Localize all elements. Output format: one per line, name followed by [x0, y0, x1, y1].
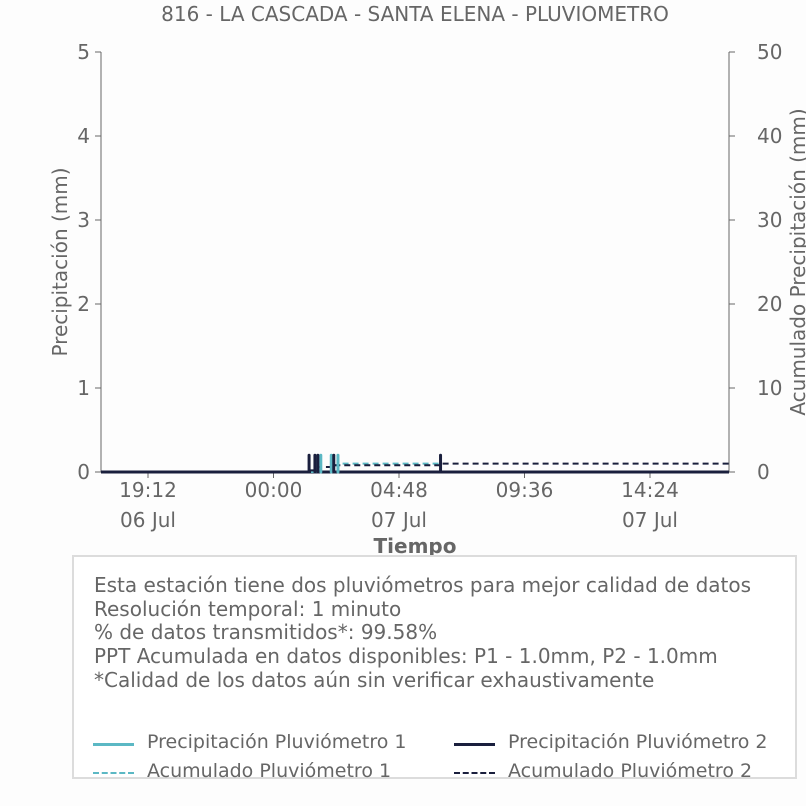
x-tick-date-label: 06 Jul [120, 508, 176, 532]
series-layer [101, 453, 729, 474]
legend-label: Acumulado Pluviómetro 2 [508, 760, 753, 782]
y-left-tick-label: 5 [77, 40, 90, 64]
chart-title: 816 - LA CASCADA - SANTA ELENA - PLUVIOM… [161, 2, 669, 26]
y-right-tick-label: 40 [757, 124, 782, 148]
y-left-tick-label: 0 [77, 460, 90, 484]
x-tick-time-label: 19:12 [119, 478, 177, 502]
y-left-tick-label: 4 [77, 124, 90, 148]
info-line: PPT Acumulada en datos disponibles: P1 -… [94, 644, 718, 669]
y-right-tick-label: 20 [757, 292, 782, 316]
x-tick-time-label: 09:36 [496, 478, 554, 502]
y-left-tick-label: 3 [77, 208, 90, 232]
x-tick-time-label: 14:24 [621, 478, 679, 502]
y-axis-right-label: Acumulado Precipitación (mm) [786, 108, 806, 415]
x-tick-time-label: 00:00 [245, 478, 303, 502]
x-tick-date-label: 07 Jul [371, 508, 427, 532]
info-box: Esta estación tiene dos pluviómetros par… [72, 555, 797, 782]
info-line: % de datos transmitidos*: 99.58% [94, 620, 438, 645]
y-right-tick-label: 0 [757, 460, 770, 484]
info-text: Esta estación tiene dos pluviómetros par… [94, 573, 752, 693]
legend-swatch [454, 743, 495, 746]
legend-label: Precipitación Pluviómetro 2 [508, 731, 768, 753]
info-line: Resolución temporal: 1 minuto [94, 596, 402, 621]
x-tick-time-label: 04:48 [370, 478, 428, 502]
y-left-tick-label: 1 [77, 376, 90, 400]
y-left-tick-label: 2 [77, 292, 90, 316]
y-right-tick-label: 50 [757, 40, 782, 64]
legend-swatch [93, 772, 134, 774]
legend-swatch [454, 772, 495, 774]
x-tick-date-label: 07 Jul [622, 508, 678, 532]
x-axis-label: Tiempo [374, 534, 457, 556]
y-axis-left-label: Precipitación (mm) [48, 167, 72, 356]
y-right-tick-label: 10 [757, 376, 782, 400]
info-line: *Calidad de los datos aún sin verificar … [94, 667, 655, 692]
legend-label: Precipitación Pluviómetro 1 [147, 731, 407, 753]
y-right-tick-label: 30 [757, 208, 782, 232]
legend-swatch [93, 743, 134, 746]
info-line: Esta estación tiene dos pluviómetros par… [94, 573, 752, 597]
legend-label: Acumulado Pluviómetro 1 [147, 760, 392, 782]
rainfall-chart: 816 - LA CASCADA - SANTA ELENA - PLUVIOM… [48, 2, 806, 556]
